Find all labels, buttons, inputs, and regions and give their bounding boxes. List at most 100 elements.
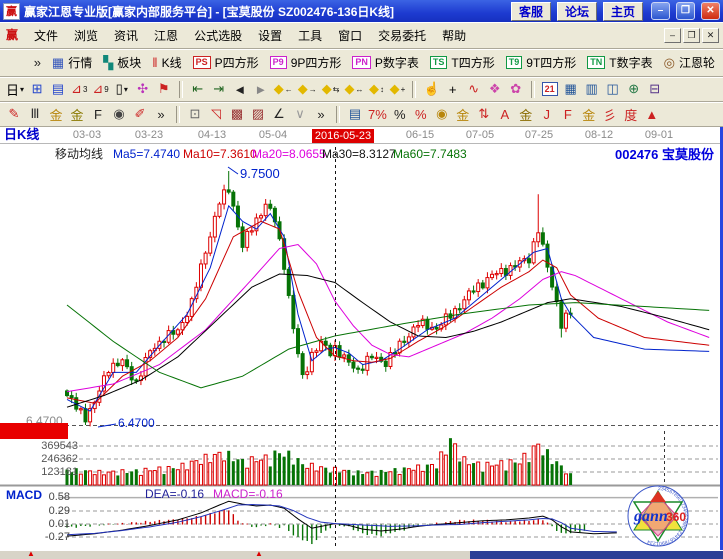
forum-button[interactable]: 论坛	[556, 1, 597, 21]
color-flag-button[interactable]: ⚑	[154, 79, 174, 99]
menu-item-4[interactable]: 江恩	[154, 28, 179, 43]
minimize-button[interactable]: –	[651, 2, 670, 20]
kline-chart-canvas[interactable]	[0, 127, 720, 550]
menu-item-5[interactable]: 公式选股	[194, 28, 243, 43]
gann-expand-button[interactable]: ◆ ↕	[366, 79, 386, 99]
gann-full-button[interactable]: ◆ +	[387, 79, 407, 99]
menu-item-1[interactable]: 文件	[34, 28, 59, 43]
crosshair-button[interactable]: +	[443, 79, 463, 99]
wave-button[interactable]: ∨	[290, 104, 310, 124]
t-number-button[interactable]: TN T数字表	[587, 54, 653, 71]
mdi-close-button[interactable]: ✕	[702, 27, 719, 43]
menu-item-7[interactable]: 工具	[298, 28, 323, 43]
price-square-button[interactable]: ▩	[227, 104, 247, 124]
gann-fan-button[interactable]: ◹	[206, 104, 226, 124]
t-square-button[interactable]: TS T四方形	[429, 54, 495, 71]
time-square-button[interactable]: ▨	[248, 104, 268, 124]
menu-item-9[interactable]: 交易委托	[378, 28, 427, 43]
sectors-button[interactable]: ▚ 板块	[103, 54, 141, 71]
kline-button[interactable]: ‖ K线	[152, 54, 181, 71]
j-line-button[interactable]: J	[537, 104, 557, 124]
p-number-button[interactable]: PN P数字表	[352, 54, 419, 71]
small-chart9-button[interactable]: ⊿ 9	[90, 79, 110, 99]
p9-square-button-label: 9P四方形	[290, 56, 342, 70]
gann-wheel-button[interactable]: ◎ 江恩轮	[664, 54, 715, 71]
gann-left-button-icon: ◆	[273, 81, 284, 96]
f-line-button[interactable]: F	[558, 104, 578, 124]
gold-box-button[interactable]: 金	[67, 104, 87, 124]
window-title: 赢家江恩专业版[赢家内部服务平台] - [宝莫股份 SZ002476-136日K…	[24, 4, 395, 19]
pen-tool-button[interactable]: ✎	[4, 104, 24, 124]
wave-a-button[interactable]: A	[495, 104, 515, 124]
mdi-restore-button[interactable]: ❐	[683, 27, 700, 43]
menu-item-3[interactable]: 资讯	[114, 28, 139, 43]
gann-square-button[interactable]: ❖	[485, 79, 505, 99]
candle-style-button[interactable]: ▯ ▾	[112, 79, 132, 99]
gann-box-tool-button[interactable]: ⊡	[185, 104, 205, 124]
drag-hand-button[interactable]: ☝	[421, 79, 441, 99]
percent-button[interactable]: %	[390, 104, 410, 124]
speed-line-button[interactable]: 彡	[600, 104, 620, 124]
homepage-button[interactable]: 主页	[602, 1, 643, 21]
toolbar1-overflow-chevron[interactable]: »	[33, 55, 41, 70]
menu-item-8[interactable]: 窗口	[338, 28, 363, 43]
save-button[interactable]: ◫	[603, 79, 623, 99]
title-bar[interactable]: 赢 赢家江恩专业版[赢家内部服务平台] - [宝莫股份 SZ002476-136…	[0, 0, 723, 22]
next-bar-button[interactable]: ►	[251, 79, 271, 99]
gann-right-button[interactable]: ◆ →	[296, 79, 319, 99]
print-button[interactable]: ⊟	[645, 79, 665, 99]
updown-button[interactable]: ⇅	[474, 104, 494, 124]
gold-grid-button[interactable]: 金	[46, 104, 66, 124]
menu-item-2[interactable]: 浏览	[74, 28, 99, 43]
calculator-button[interactable]: ▦	[561, 79, 581, 99]
period-day-button[interactable]: 日 ▾	[4, 79, 26, 99]
price-square-button-icon: ▩	[230, 106, 244, 121]
measure-list-button[interactable]: ▤	[345, 104, 365, 124]
chart-window-button[interactable]: ⊞	[27, 79, 47, 99]
gann-swap-button[interactable]: ◆ ⇆	[320, 79, 342, 99]
p-square-button[interactable]: PS P四方形	[192, 54, 259, 71]
zigzag-button[interactable]: ∿	[464, 79, 484, 99]
spiral-button[interactable]: ◉	[109, 104, 129, 124]
angle-button[interactable]: ∠	[269, 104, 289, 124]
quotes-button[interactable]: ▦ 行情	[52, 54, 92, 71]
t9-square-button[interactable]: T9 9T四方形	[505, 54, 576, 71]
notebook-button[interactable]: ▥	[582, 79, 602, 99]
f10-info-button[interactable]: ▤	[48, 79, 68, 99]
prev-bar-button[interactable]: ◄	[230, 79, 250, 99]
pen-edit-button[interactable]: ✐	[130, 104, 150, 124]
percent7-button[interactable]: 7%	[366, 104, 389, 124]
gold-circle-button[interactable]: ◉	[432, 104, 452, 124]
mdi-minimize-button[interactable]: –	[664, 27, 681, 43]
customer-service-button[interactable]: 客服	[510, 1, 551, 21]
percent-line-button[interactable]: %	[411, 104, 431, 124]
p9-square-button[interactable]: P9 9P四方形	[269, 54, 342, 71]
small-chart3-button[interactable]: ⊿ 3	[69, 79, 89, 99]
scrollbar-thumb[interactable]	[470, 551, 723, 559]
horizontal-scrollbar[interactable]: ▲ ▲	[0, 549, 723, 559]
more-fan-button[interactable]: »	[311, 104, 331, 124]
first-bar-button[interactable]: ⇤	[188, 79, 208, 99]
grid-comb-button[interactable]: Ⅲ	[25, 104, 45, 124]
flower-pattern-button[interactable]: ✿	[506, 79, 526, 99]
close-button[interactable]: ✕	[701, 2, 720, 20]
gold2-button-icon: 金	[582, 107, 596, 123]
knot-pattern-button[interactable]: ✣	[133, 79, 153, 99]
fib-f-button[interactable]: F	[88, 104, 108, 124]
gold2-button[interactable]: 金	[579, 104, 599, 124]
chart-region: 日K线 03-03 03-23 04-13 05-04 2016-05-23 06-15 0…	[0, 127, 723, 550]
last-bar-button[interactable]: ⇥	[209, 79, 229, 99]
gold-rule-button[interactable]: 金	[453, 104, 473, 124]
menu-item-10[interactable]: 帮助	[442, 28, 467, 43]
menu-item-6[interactable]: 设置	[258, 28, 283, 43]
web-export-button[interactable]: ⊕	[624, 79, 644, 99]
calendar-button[interactable]: 21	[540, 79, 560, 99]
pressure-button[interactable]: ▲	[642, 104, 662, 124]
maximize-button[interactable]: ❐	[676, 2, 695, 20]
print-button-icon: ⊟	[649, 81, 661, 96]
degree-button[interactable]: 度	[621, 104, 641, 124]
gann-left-button[interactable]: ◆ ←	[272, 79, 295, 99]
gann-compress-button[interactable]: ◆ ↔	[342, 79, 365, 99]
gold-bold-button[interactable]: 金	[516, 104, 536, 124]
more-draw-button[interactable]: »	[151, 104, 171, 124]
